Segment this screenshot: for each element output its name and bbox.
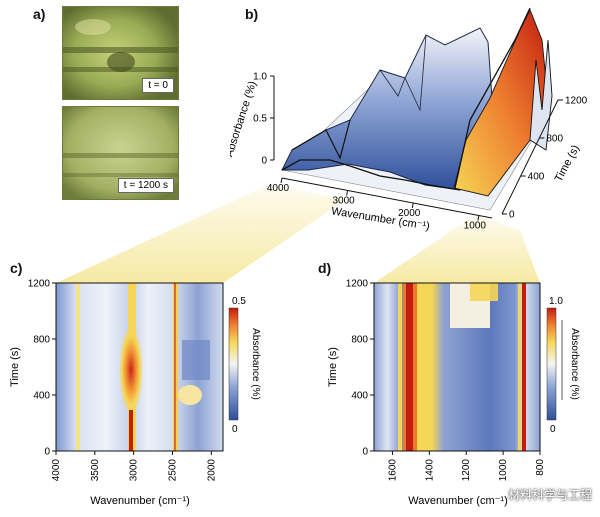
- callout-c: [56, 184, 345, 283]
- panel-letter-b: b): [245, 6, 259, 22]
- d-xtick-label-1: 1400: [424, 459, 435, 482]
- heatmap-d: 1600 1400 1200 1000 800 0 400 800 1200 1.0 0 Abs…: [327, 279, 580, 508]
- c-d-xlabel: Wavenumber (cm⁻¹): [408, 495, 508, 507]
- x-axis: [281, 177, 493, 219]
- heatmap-c: 4000 3500 3000 2500 2000 0 400 800 1200 0.5 0 Ab…: [9, 279, 261, 508]
- c-xtick-label-1: 3500: [90, 459, 101, 482]
- d-ytick-label-0: 0: [362, 447, 368, 458]
- c-ytick-label-0: 0: [44, 447, 50, 458]
- heatmap-c-frame: [55, 282, 224, 452]
- surface-ridge-1: [291, 119, 351, 160]
- watermark-text: 材料科学与工程: [507, 488, 592, 502]
- b-xtick-label-0: 4000: [267, 183, 290, 194]
- d-ytick-label-2: 800: [351, 335, 368, 346]
- heatmap-d-band-1350: [418, 283, 423, 451]
- b-xtick-label-3: 1000: [464, 221, 487, 232]
- b-zlabel: Time (s): [553, 143, 582, 184]
- d-ytick-label-1: 400: [351, 391, 368, 402]
- heatmap-c-feature-2200: [178, 385, 202, 405]
- heatmap-d-band-870: [518, 283, 521, 451]
- heatmap-d-frame: [373, 282, 541, 452]
- c-xtick-label-2: 3000: [129, 459, 140, 482]
- b-ytick-label-2: 1.0: [253, 72, 267, 83]
- c-xlabel: Wavenumber (cm⁻¹): [90, 495, 190, 507]
- surface-ridge-2: [379, 34, 427, 112]
- c-xtick-label-3: 2500: [168, 459, 179, 482]
- c-ytick-label-3: 1200: [28, 279, 51, 290]
- micrograph-t0: t = 0: [62, 6, 179, 100]
- b-xtick-2: [411, 202, 414, 209]
- c-xtick-label-0: 4000: [51, 459, 62, 482]
- z-axis: [501, 99, 559, 215]
- b-xtick-label-1: 3000: [333, 196, 356, 207]
- b-ztick-label-1: 400: [528, 172, 545, 183]
- d-xtick-label-2: 1200: [461, 459, 472, 482]
- b-ztick-label-3: 1200: [565, 96, 588, 107]
- surface-front-edge: [281, 159, 461, 191]
- b-ztick-label-2: 800: [546, 134, 563, 145]
- colorbar-c-max: 0.5: [232, 296, 246, 307]
- c-ylabel: Time (s): [9, 347, 21, 387]
- colorbar-d-label: Absorbance (%): [569, 328, 580, 400]
- surface-hot-edge: [454, 7, 531, 189]
- b-ztick-label-0: 0: [509, 210, 515, 221]
- heatmap-c-band-2350-core: [174, 283, 176, 451]
- panel-letter-a: a): [33, 6, 46, 22]
- micrograph-t1200: t = 1200 s: [62, 106, 179, 200]
- heatmap-d-plot: [373, 282, 541, 452]
- b-xtick-1: [346, 190, 349, 196]
- colorbar-d-max: 1.0: [549, 296, 563, 307]
- heatmap-c-band-3950: [76, 283, 80, 451]
- colorbar-c-label: Absorbance (%): [250, 328, 261, 400]
- colorbar-c: [228, 307, 239, 421]
- micrograph-t1200-label: t = 1200 s: [117, 178, 174, 193]
- c-xtick-label-4: 2000: [206, 459, 217, 482]
- surface-hot-ridge: [453, 8, 549, 197]
- panel-letter-c: c): [10, 260, 23, 276]
- colorbar-c-min: 0: [232, 424, 238, 435]
- d-ytick-label-3: 1200: [346, 279, 369, 290]
- d-xtick-label-0: 1600: [387, 459, 398, 482]
- b-ytick-label-0: 0: [261, 156, 267, 167]
- surface-main: [281, 27, 501, 191]
- c-ytick-label-1: 400: [33, 391, 50, 402]
- colorbar-d-min: 0: [550, 424, 556, 435]
- heatmap-c-plot: [55, 282, 224, 452]
- d-xtick-label-4: 800: [535, 459, 546, 476]
- d-ylabel: Time (s): [327, 347, 339, 387]
- colorbar-d: [546, 307, 557, 421]
- b-xtick-0: [280, 177, 283, 184]
- heatmap-d-band-1380-core: [406, 283, 413, 451]
- micrograph-t0-label: t = 0: [142, 78, 174, 93]
- b-xtick-label-2: 2000: [398, 208, 421, 219]
- b-xtick-3: [477, 215, 480, 221]
- d-xtick-label-3: 1000: [498, 459, 509, 482]
- heatmap-d-band-1420: [398, 283, 402, 451]
- heatmap-d-region-1150: [470, 283, 498, 301]
- callout-d: [374, 215, 540, 283]
- c-ytick-label-2: 800: [33, 335, 50, 346]
- heatmap-c-band-2900-core: [129, 410, 133, 451]
- heatmap-c-lowband: [182, 340, 210, 380]
- panel-letter-d: d): [318, 260, 332, 276]
- b-ytick-label-1: 0.5: [253, 114, 267, 125]
- heatmap-c-peak-2900: [119, 325, 143, 415]
- heatmap-d-band-850: [522, 283, 526, 451]
